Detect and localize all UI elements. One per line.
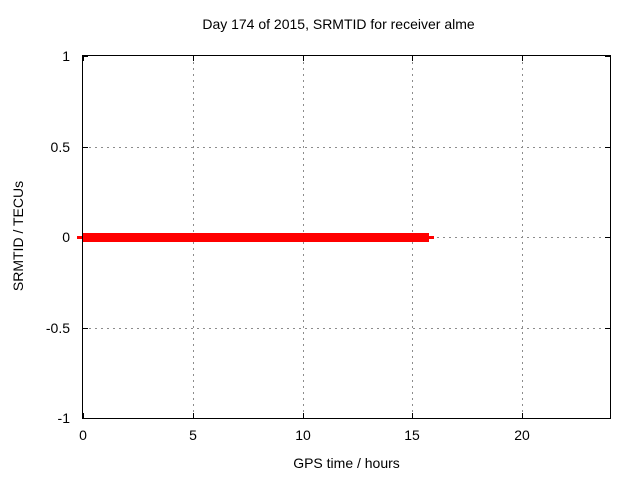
x-tick-label: 5: [189, 427, 197, 443]
x-tick-label: 0: [79, 427, 87, 443]
plot-area: [77, 55, 611, 419]
x-tick-mark-bottom: [83, 413, 84, 418]
y-tick-mark-right: [605, 147, 610, 148]
y-tick-mark-right: [605, 237, 610, 238]
series-line-segment: [429, 236, 434, 239]
y-tick-label: 0: [62, 229, 70, 245]
gridline-horizontal: [83, 147, 610, 148]
y-tick-mark-right: [605, 56, 610, 57]
y-tick-mark-left: [83, 418, 88, 419]
y-tick-mark-left: [83, 328, 88, 329]
chart-title: Day 174 of 2015, SRMTID for receiver alm…: [202, 16, 475, 32]
x-tick-label: 10: [295, 427, 311, 443]
y-tick-label: 0.5: [50, 139, 70, 155]
x-tick-label: 15: [404, 427, 420, 443]
x-tick-mark-top: [303, 56, 304, 61]
x-tick-mark-bottom: [193, 413, 194, 418]
y-tick-label: -0.5: [45, 320, 70, 336]
x-tick-mark-bottom: [303, 413, 304, 418]
series-line-segment: [77, 236, 82, 239]
gridline-horizontal: [83, 328, 610, 329]
y-tick-label: -1: [57, 410, 70, 426]
y-tick-label: 1: [62, 48, 70, 64]
x-axis-title: GPS time / hours: [293, 455, 400, 471]
y-tick-mark-left: [83, 147, 88, 148]
x-tick-mark-bottom: [412, 413, 413, 418]
y-tick-mark-left: [83, 56, 88, 57]
series-line-segment: [83, 233, 429, 242]
x-tick-mark-bottom: [522, 413, 523, 418]
y-tick-mark-right: [605, 328, 610, 329]
x-tick-mark-top: [412, 56, 413, 61]
y-tick-mark-right: [605, 418, 610, 419]
x-tick-mark-top: [522, 56, 523, 61]
x-tick-label: 20: [514, 427, 530, 443]
x-tick-mark-top: [83, 56, 84, 61]
x-tick-mark-top: [193, 56, 194, 61]
